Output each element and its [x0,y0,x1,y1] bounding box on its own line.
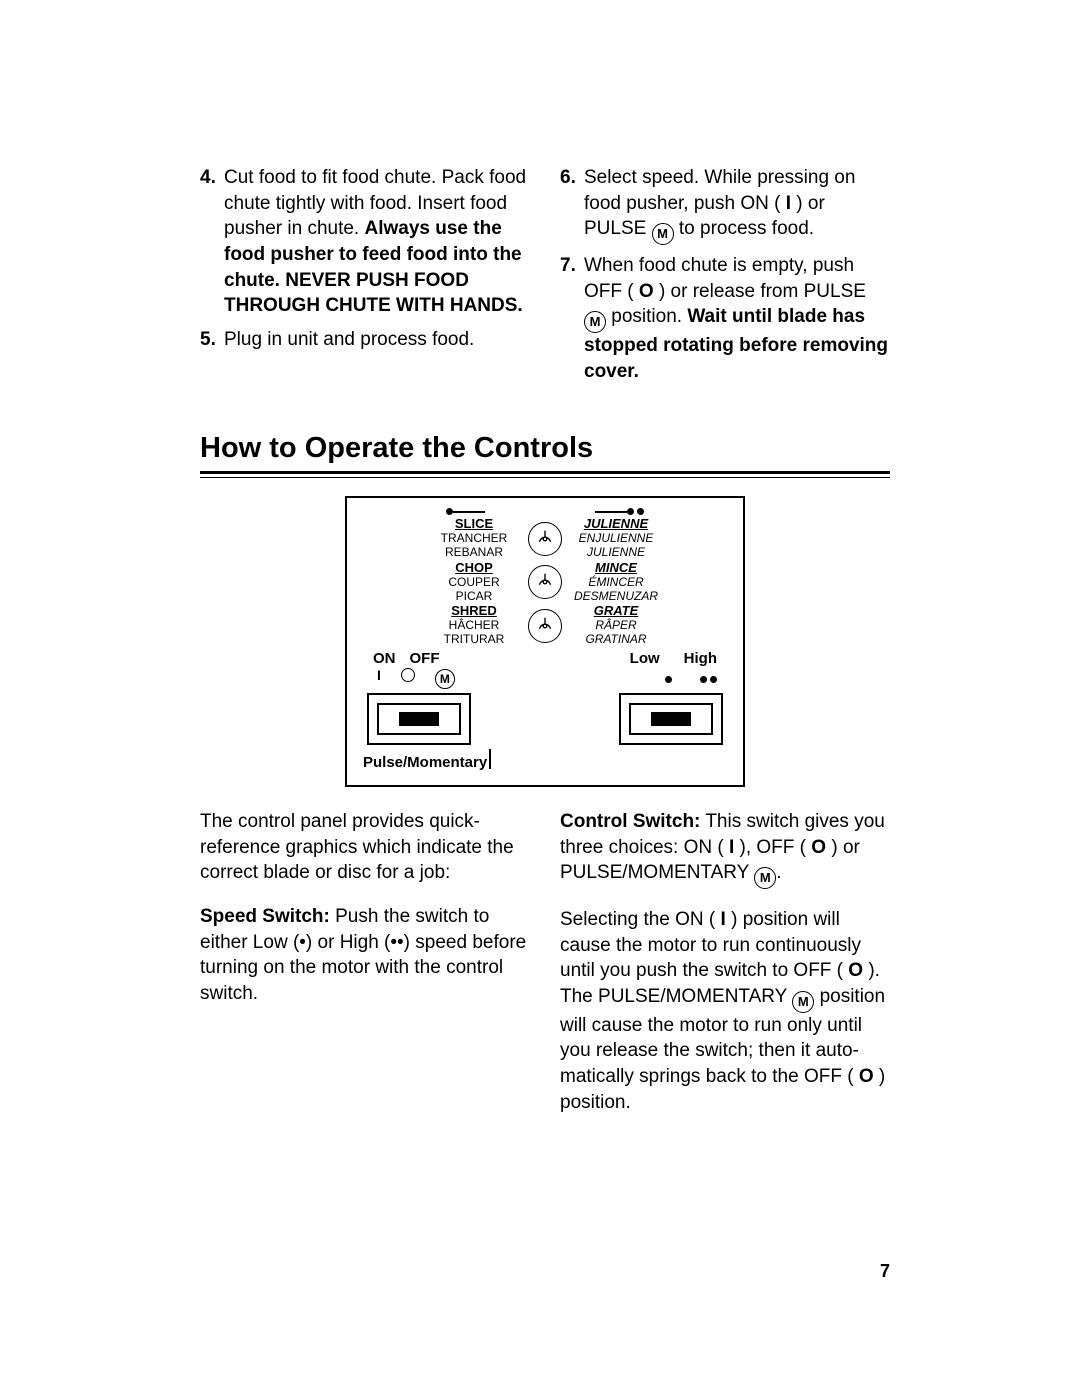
switch-symbols-row: I M [355,667,735,689]
instruction-columns: 4.Cut food to fit food chute. Pack food … [200,165,890,392]
body-col-left: The control panel provides quick-referen… [200,809,530,1133]
instruction-text: When food chute is empty, push OFF ( O )… [584,253,890,384]
instruction-number: 5. [200,327,224,353]
instruction-number: 4. [200,165,224,319]
on-symbol: I [377,667,381,689]
instruction-item: 6.Select speed. While pressing on food p… [560,165,890,245]
body-columns: The control panel provides quick-referen… [200,809,890,1133]
instruction-text: Cut food to fit food chute. Pack food ch… [224,165,530,319]
blade-icon [528,565,562,599]
page-number: 7 [880,1261,890,1282]
low-dot [665,670,672,686]
body-paragraph: Control Switch: This switch gives you th… [560,809,890,889]
instruction-text: Plug in unit and process food. [224,327,530,353]
instruction-item: 4.Cut food to fit food chute. Pack food … [200,165,530,319]
instruction-item: 7.When food chute is empty, push OFF ( O… [560,253,890,384]
instruction-number: 7. [560,253,584,384]
manual-page: 4.Cut food to fit food chute. Pack food … [0,0,1080,1397]
body-col-right: Control Switch: This switch gives you th… [560,809,890,1133]
pulse-symbol: M [435,667,455,689]
controls-diagram: SLICETRANCHERREBANAR JULIENNEENJULIENNEJU… [345,496,745,787]
function-left-labels: CHOPCOUPERPICAR [428,561,520,604]
instruction-col-right: 6.Select speed. While pressing on food p… [560,165,890,392]
label-on: ON [373,650,396,667]
body-paragraph: Speed Switch: Push the switch to either … [200,904,530,1007]
label-off: OFF [410,650,440,667]
off-symbol [401,667,415,689]
switch-labels-row: ON OFF Low High [355,648,735,667]
controls-diagram-wrap: SLICETRANCHERREBANAR JULIENNEENJULIENNEJU… [200,496,890,787]
label-low: Low [630,650,660,667]
function-row: CHOPCOUPERPICAR MINCEÉMINCERDESMENUZAR [355,561,735,604]
instruction-number: 6. [560,165,584,245]
function-rows-container: SLICETRANCHERREBANAR JULIENNEENJULIENNEJU… [355,517,735,647]
high-dots [700,670,717,686]
instruction-col-left: 4.Cut food to fit food chute. Pack food … [200,165,530,392]
function-right-labels: JULIENNEENJULIENNEJULIENNE [570,517,662,560]
function-left-labels: SLICETRANCHERREBANAR [428,517,520,560]
blade-icon [528,522,562,556]
body-paragraph: Selecting the ON ( I ) position will cau… [560,907,890,1115]
blade-icon [528,609,562,643]
pulse-pointer-line [489,749,491,769]
instruction-text: Select speed. While pressing on food pus… [584,165,890,245]
instruction-item: 5.Plug in unit and process food. [200,327,530,353]
speed-switch-graphic [619,693,723,745]
function-row: SLICETRANCHERREBANAR JULIENNEENJULIENNEJU… [355,517,735,560]
label-high: High [684,650,717,667]
switch-graphics-row [355,689,735,745]
function-left-labels: SHREDHÂCHERTRITURAR [428,604,520,647]
heading-rule-thin [200,477,890,478]
function-right-labels: GRATERÂPERGRATINAR [570,604,662,647]
function-row: SHREDHÂCHERTRITURAR GRATERÂPERGRATINAR [355,604,735,647]
control-switch-graphic [367,693,471,745]
body-paragraph: The control panel provides quick-referen… [200,809,530,886]
section-heading: How to Operate the Controls [200,432,890,465]
pulse-momentary-label: Pulse/Momentary [363,754,487,771]
function-right-labels: MINCEÉMINCERDESMENUZAR [570,561,662,604]
dot-indicator-row [355,508,735,515]
